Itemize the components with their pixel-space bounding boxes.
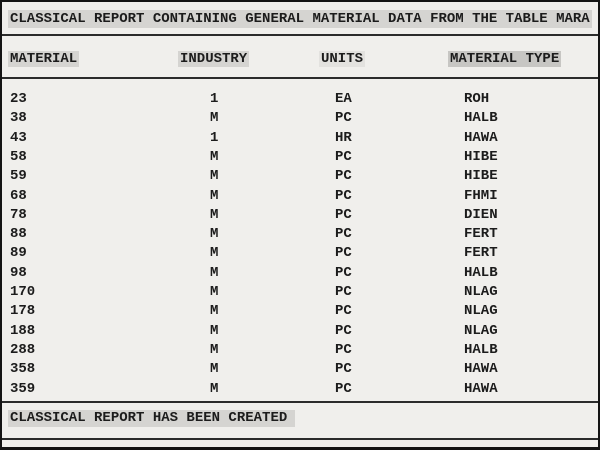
cell-material: 170: [10, 284, 36, 300]
cell-industry: M: [210, 110, 219, 127]
table-row[interactable]: 23 1 EA ROH: [2, 90, 598, 109]
cell-industry: M: [210, 380, 219, 397]
cell-industry: M: [210, 148, 219, 165]
table-row[interactable]: 59 M PC HIBE: [2, 167, 598, 186]
table-row[interactable]: 88 M PC FERT: [2, 225, 598, 244]
table-row[interactable]: 78 M PC DIEN: [2, 206, 598, 225]
cell-units: PC: [335, 361, 352, 378]
cell-industry: M: [210, 284, 219, 300]
cell-material: 288: [10, 341, 36, 358]
table-row[interactable]: 68 M PC FHMI: [2, 187, 598, 206]
cell-material_type: HALB: [464, 110, 498, 127]
cell-industry: M: [210, 226, 219, 243]
cell-units: PC: [335, 226, 352, 243]
table-row[interactable]: 43 1 HR HAWA: [2, 129, 598, 148]
cell-material: 178: [10, 303, 36, 320]
cell-units: PC: [335, 206, 352, 223]
cell-industry: M: [210, 168, 219, 185]
cell-material: 43: [10, 129, 27, 146]
cell-material: 188: [10, 322, 36, 339]
cell-industry: 1: [210, 91, 219, 107]
table-row[interactable]: 359 M PC HAWA: [2, 380, 598, 399]
cell-material_type: HAWA: [464, 129, 498, 146]
cell-material: 23: [10, 91, 27, 107]
cell-material_type: HALB: [464, 341, 498, 358]
cell-industry: M: [210, 361, 219, 378]
cell-material: 88: [10, 226, 27, 243]
cell-material_type: ROH: [464, 91, 490, 107]
cell-industry: M: [210, 322, 219, 339]
cell-material: 89: [10, 245, 27, 262]
cell-industry: M: [210, 303, 219, 320]
cell-industry: M: [210, 187, 219, 204]
cell-material_type: HIBE: [464, 148, 498, 165]
cell-industry: 1: [210, 129, 219, 146]
footer-top-divider: [2, 401, 598, 403]
cell-material_type: NLAG: [464, 322, 498, 339]
cell-units: PC: [335, 284, 352, 300]
cell-material_type: HAWA: [464, 361, 498, 378]
cell-material: 59: [10, 168, 27, 185]
cell-industry: M: [210, 245, 219, 262]
table-row[interactable]: 89 M PC FERT: [2, 244, 598, 263]
footer-bottom-divider: [2, 438, 598, 440]
table-row[interactable]: 178 M PC NLAG: [2, 302, 598, 321]
header-divider: [2, 77, 598, 79]
cell-units: PC: [335, 187, 352, 204]
cell-units: PC: [335, 245, 352, 262]
table-row[interactable]: 188 M PC NLAG: [2, 322, 598, 341]
cell-material: 359: [10, 380, 36, 397]
cell-units: PC: [335, 148, 352, 165]
table-row[interactable]: 38 M PC HALB: [2, 109, 598, 128]
cell-material: 38: [10, 110, 27, 127]
cell-units: PC: [335, 380, 352, 397]
cell-material_type: FHMI: [464, 187, 498, 204]
cell-material_type: FERT: [464, 245, 498, 262]
cell-units: PC: [335, 264, 352, 281]
cell-material_type: HAWA: [464, 380, 498, 397]
cell-industry: M: [210, 341, 219, 358]
column-header-units: UNITS: [319, 51, 366, 67]
cell-industry: M: [210, 206, 219, 223]
cell-units: PC: [335, 341, 352, 358]
title-divider: [2, 34, 598, 36]
table-row[interactable]: 288 M PC HALB: [2, 341, 598, 360]
cell-material_type: HIBE: [464, 168, 498, 185]
table-row[interactable]: 58 M PC HIBE: [2, 148, 598, 167]
table-row[interactable]: 358 M PC HAWA: [2, 360, 598, 379]
status-message: CLASSICAL REPORT HAS BEEN CREATED: [8, 410, 296, 427]
cell-units: PC: [335, 303, 352, 320]
cell-units: PC: [335, 110, 352, 127]
cell-units: EA: [335, 91, 352, 107]
cell-material_type: DIEN: [464, 206, 498, 223]
cell-material_type: NLAG: [464, 284, 498, 300]
column-header-material: MATERIAL: [8, 51, 80, 67]
report-title: CLASSICAL REPORT CONTAINING GENERAL MATE…: [8, 10, 592, 28]
cell-material: 98: [10, 264, 27, 281]
cell-material_type: FERT: [464, 226, 498, 243]
cell-industry: M: [210, 264, 219, 281]
cell-material: 78: [10, 206, 27, 223]
table-row[interactable]: 98 M PC HALB: [2, 264, 598, 283]
table-row[interactable]: 170 M PC NLAG: [2, 283, 598, 302]
column-header-material-type: MATERIAL TYPE: [448, 51, 562, 67]
cell-material_type: HALB: [464, 264, 498, 281]
cell-material: 58: [10, 148, 27, 165]
cell-units: HR: [335, 129, 352, 146]
cell-material_type: NLAG: [464, 303, 498, 320]
cell-units: PC: [335, 168, 352, 185]
cell-units: PC: [335, 322, 352, 339]
column-header-industry: INDUSTRY: [178, 51, 250, 67]
cell-material: 358: [10, 361, 36, 378]
cell-material: 68: [10, 187, 27, 204]
